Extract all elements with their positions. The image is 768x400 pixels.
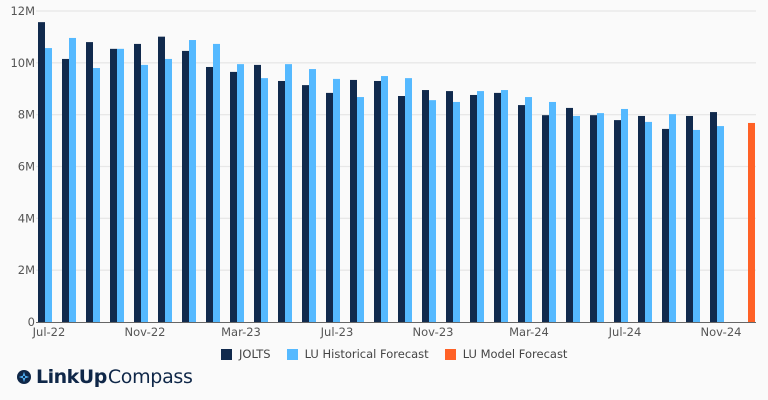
x-tick-label: Jul-22 (32, 325, 66, 339)
x-tick-label: Jul-24 (608, 325, 642, 339)
bar-lu-historical-forecast[interactable] (405, 78, 412, 322)
bar-jolts[interactable] (710, 112, 717, 322)
bar-jolts[interactable] (566, 107, 573, 322)
bar-lu-historical-forecast[interactable] (333, 78, 340, 322)
y-tick-label: 12M (10, 4, 35, 18)
x-tick-label: Nov-22 (125, 325, 166, 339)
bar-jolts[interactable] (446, 91, 453, 323)
brand-name-light: Compass (107, 366, 193, 388)
bar-lu-historical-forecast[interactable] (477, 91, 484, 323)
bar-jolts[interactable] (302, 85, 309, 322)
bar-jolts[interactable] (206, 66, 213, 322)
bar-jolts[interactable] (470, 94, 477, 322)
legend: JOLTS LU Historical Forecast LU Model Fo… (221, 347, 583, 361)
bar-lu-historical-forecast[interactable] (621, 108, 628, 322)
bar-jolts[interactable] (134, 43, 141, 323)
gridlines (36, 10, 756, 271)
bar-jolts[interactable] (86, 42, 93, 322)
bar-lu-historical-forecast[interactable] (573, 115, 580, 323)
legend-label: LU Historical Forecast (304, 347, 429, 361)
bar-jolts[interactable] (614, 120, 621, 323)
bar-lu-model-forecast[interactable] (748, 122, 755, 323)
bar-jolts[interactable] (158, 36, 165, 322)
legend-swatch-jolts (221, 348, 232, 360)
bar-lu-historical-forecast[interactable] (165, 58, 172, 323)
y-tick-label: 0 (28, 315, 35, 329)
bar-jolts[interactable] (374, 80, 381, 322)
bar-jolts[interactable] (110, 48, 117, 323)
legend-label: JOLTS (239, 347, 271, 361)
legend-swatch-lu-model (444, 348, 456, 360)
bar-lu-historical-forecast[interactable] (693, 129, 700, 322)
bar-chart: 0 2M 4M 6M 8M 10M 12M Jul-22 Nov-22 Mar-23 Jul-23… (10, 4, 756, 339)
brand-name-bold: LinkUp (36, 366, 107, 388)
x-tick-label: Nov-23 (413, 325, 454, 339)
bar-lu-historical-forecast[interactable] (309, 69, 316, 322)
bar-lu-historical-forecast[interactable] (285, 64, 292, 323)
bar-lu-historical-forecast[interactable] (669, 114, 676, 322)
compass-icon (17, 370, 31, 384)
bar-jolts[interactable] (686, 115, 693, 323)
bar-jolts[interactable] (38, 22, 45, 323)
bar-jolts[interactable] (638, 115, 645, 323)
x-tick-label: Jul-23 (320, 325, 354, 339)
bar-jolts[interactable] (62, 58, 69, 323)
x-tick-label: Mar-24 (509, 325, 549, 339)
y-tick-label: 4M (18, 211, 35, 225)
bar-lu-historical-forecast[interactable] (381, 76, 388, 322)
y-tick-label: 6M (18, 160, 35, 174)
legend-item-jolts[interactable]: JOLTS (221, 347, 271, 361)
bar-lu-historical-forecast[interactable] (357, 97, 364, 322)
bar-lu-historical-forecast[interactable] (429, 100, 436, 322)
bar-jolts[interactable] (398, 96, 405, 322)
bar-jolts[interactable] (278, 80, 285, 322)
bar-jolts[interactable] (254, 64, 261, 322)
legend-label: LU Model Forecast (462, 347, 568, 361)
bar-lu-historical-forecast[interactable] (93, 68, 100, 323)
bar-lu-historical-forecast[interactable] (525, 97, 532, 322)
legend-item-lu-model[interactable]: LU Model Forecast (444, 347, 568, 361)
bar-lu-historical-forecast[interactable] (237, 64, 244, 323)
bar-jolts[interactable] (182, 50, 189, 322)
y-tick-label: 2M (18, 263, 35, 277)
bar-jolts[interactable] (518, 105, 525, 322)
bar-lu-historical-forecast[interactable] (45, 48, 52, 323)
x-tick-label: Mar-23 (221, 325, 261, 339)
legend-swatch-lu-historical (286, 348, 298, 360)
x-tick-label: Nov-24 (701, 325, 742, 339)
bar-lu-historical-forecast[interactable] (117, 48, 124, 323)
y-tick-label: 8M (18, 108, 35, 122)
bar-lu-historical-forecast[interactable] (501, 90, 508, 322)
legend-item-lu-historical[interactable]: LU Historical Forecast (286, 347, 429, 361)
bar-lu-historical-forecast[interactable] (645, 121, 652, 322)
bar-lu-historical-forecast[interactable] (549, 101, 556, 322)
y-axis-labels: 0 2M 4M 6M 8M 10M 12M (10, 4, 35, 329)
bars (38, 22, 755, 323)
bar-jolts[interactable] (590, 115, 597, 322)
bar-jolts[interactable] (662, 128, 669, 322)
bar-lu-historical-forecast[interactable] (453, 101, 460, 322)
bar-lu-historical-forecast[interactable] (213, 43, 220, 323)
bar-jolts[interactable] (326, 92, 333, 322)
x-axis-labels: Jul-22 Nov-22 Mar-23 Jul-23 Nov-23 Mar-24 Jul-… (32, 325, 742, 339)
bar-jolts[interactable] (542, 115, 549, 322)
brand-logo: LinkUp Compass (17, 366, 193, 388)
bar-lu-historical-forecast[interactable] (717, 126, 724, 322)
bar-jolts[interactable] (350, 79, 357, 323)
bar-jolts[interactable] (422, 90, 429, 322)
bar-lu-historical-forecast[interactable] (69, 37, 76, 322)
y-tick-label: 10M (10, 56, 35, 70)
bar-lu-historical-forecast[interactable] (261, 78, 268, 322)
bar-jolts[interactable] (230, 71, 237, 322)
bar-lu-historical-forecast[interactable] (189, 40, 196, 322)
bar-lu-historical-forecast[interactable] (597, 113, 604, 322)
bar-jolts[interactable] (494, 92, 501, 322)
bar-lu-historical-forecast[interactable] (141, 64, 148, 322)
